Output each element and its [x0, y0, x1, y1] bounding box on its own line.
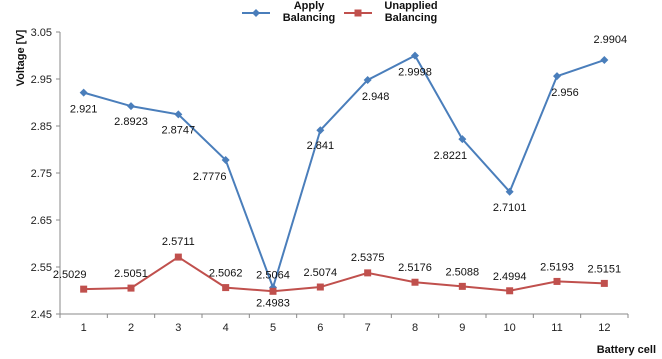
series-1-point — [127, 284, 135, 292]
legend-label-1: Balancing — [385, 12, 438, 24]
series-0-point — [127, 102, 135, 111]
x-tick-label: 6 — [317, 322, 323, 334]
y-tick-label: 3.05 — [31, 27, 52, 39]
series-0-data-label: 2.9904 — [594, 34, 628, 46]
x-axis-title: Battery cell — [597, 344, 656, 356]
chart-data-labels: 2.921 2.8923 2.8747 2.7776 2.5064 2.841 2.948 2… — [53, 34, 627, 309]
x-tick-label: 7 — [365, 322, 371, 334]
y-tick-label: 2.85 — [31, 121, 52, 133]
series-1-data-label: 2.5088 — [446, 266, 480, 278]
series-0-data-label: 2.8747 — [162, 124, 196, 136]
series-1-point — [222, 284, 230, 292]
series-1-point — [458, 282, 466, 290]
series-1-data-label: 2.5711 — [162, 236, 195, 248]
y-tick-label: 2.75 — [31, 168, 52, 180]
series-0-point — [79, 88, 88, 97]
series-0-point — [600, 56, 609, 65]
chart-axes: 2.452.552.652.752.852.953.051 2 3 4 5 6 7 8 9 10 1… — [31, 27, 629, 334]
legend-label-0: Balancing — [283, 12, 336, 24]
chart-series — [79, 51, 609, 295]
y-tick-label: 2.45 — [31, 309, 52, 321]
legend-label-1: Unapplied — [384, 0, 437, 12]
x-tick-label: 10 — [504, 322, 516, 334]
series-0-data-label: 2.8221 — [434, 150, 468, 162]
x-tick-label: 11 — [551, 322, 562, 334]
series-1-data-label: 2.5151 — [588, 263, 622, 275]
legend-marker-0 — [252, 9, 260, 17]
x-tick-label: 1 — [81, 322, 87, 334]
x-tick-label: 4 — [223, 322, 229, 334]
series-1-point — [269, 287, 277, 295]
series-1-data-label: 2.5375 — [351, 252, 385, 264]
series-0-point — [553, 72, 561, 81]
series-1-point — [506, 287, 514, 295]
series-line-1 — [83, 255, 605, 293]
series-1-data-label: 2.5029 — [53, 269, 87, 281]
y-axis-title: Voltage [V] — [15, 29, 27, 86]
series-0-point — [458, 135, 467, 144]
series-1-data-label: 2.5062 — [209, 268, 243, 280]
y-tick-label: 2.55 — [31, 262, 52, 274]
x-tick-label: 2 — [128, 322, 134, 334]
series-1-data-label: 2.5051 — [114, 268, 148, 280]
series-0-point — [363, 75, 372, 84]
series-1-point — [174, 253, 182, 261]
x-tick-label: 12 — [598, 322, 610, 334]
series-1-point — [364, 269, 372, 277]
series-1-point — [411, 278, 419, 286]
series-1-data-label: 2.4994 — [493, 271, 527, 283]
series-1-point — [316, 283, 324, 291]
series-0-data-label: 2.7101 — [493, 202, 527, 214]
series-0-data-label: 2.948 — [362, 91, 390, 103]
legend-label-0: Apply — [294, 0, 325, 12]
legend-marker-1 — [354, 9, 362, 17]
series-1-data-label: 2.4983 — [256, 297, 290, 309]
series-0-data-label: 2.9998 — [398, 67, 432, 79]
series-0-data-label: 2.7776 — [193, 171, 227, 183]
series-line-0 — [83, 54, 605, 291]
x-tick-label: 8 — [412, 322, 418, 334]
series-1-point — [553, 277, 561, 285]
series-1-data-label: 2.5193 — [540, 261, 574, 273]
series-0-point — [174, 110, 183, 119]
x-tick-label: 3 — [175, 322, 181, 334]
series-0-point — [505, 187, 514, 196]
series-1-data-label: 2.5176 — [398, 262, 432, 274]
x-tick-label: 9 — [459, 322, 465, 334]
series-0-data-label: 2.921 — [70, 104, 98, 116]
series-1-point — [600, 279, 608, 287]
series-0-point — [221, 156, 230, 165]
y-tick-label: 2.95 — [31, 74, 52, 86]
series-0-point — [316, 126, 325, 135]
series-1-data-label: 2.5074 — [304, 267, 338, 279]
series-0-data-label: 2.841 — [307, 140, 335, 152]
series-0-data-label: 2.5064 — [256, 269, 290, 281]
series-0-data-label: 2.956 — [551, 87, 579, 99]
x-tick-label: 5 — [270, 322, 276, 334]
series-0-data-label: 2.8923 — [114, 116, 148, 128]
y-tick-label: 2.65 — [31, 215, 52, 227]
series-0-point — [411, 51, 419, 60]
series-1-point — [80, 285, 88, 293]
